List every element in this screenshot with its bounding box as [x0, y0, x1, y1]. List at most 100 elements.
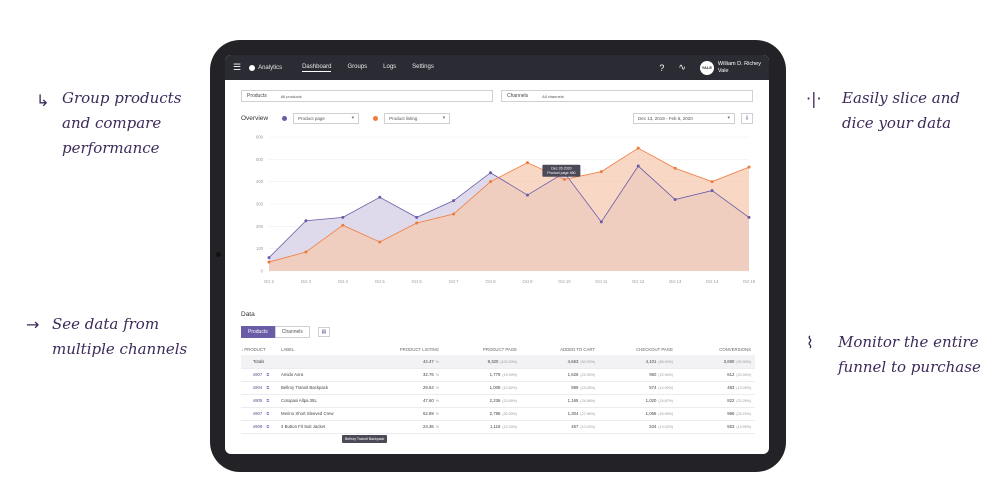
col-product[interactable]: ↓ Product [241, 347, 266, 352]
x-tick-label: Oct 12 [632, 279, 645, 284]
listing-cell: 24.36% [391, 420, 443, 434]
cart-cell: 1,626 (22.93%) [521, 368, 599, 382]
checkout-cell-pct: (14.00%) [658, 386, 673, 390]
products-filter[interactable]: Products All products [241, 90, 493, 102]
nav-item-dashboard[interactable]: Dashboard [302, 63, 332, 72]
totals-cart-pct: (50.00%) [580, 359, 595, 364]
table-row[interactable]: s907 ⧉ Merino Short Sleeved Crew 62.89% 2,79… [241, 407, 755, 421]
chevron-down-icon: ▾ [727, 115, 730, 121]
channels-filter[interactable]: Channels All channels [501, 90, 753, 102]
col-conversions[interactable]: Conversions [719, 347, 751, 352]
col-product-listing[interactable]: Product listing [399, 347, 439, 352]
data-point [415, 221, 419, 225]
product-label: Cotopaxi Allpa 35L [281, 394, 391, 408]
page-cell: 2,796 (30.00%) [443, 407, 521, 421]
x-tick-label: Oct 6 [412, 279, 423, 284]
date-range-select[interactable]: Dec 13, 2019 - Feb 6, 2020 ▾ [633, 112, 735, 124]
data-point [489, 180, 493, 184]
checkout-cell-pct: (22.94%) [658, 373, 673, 377]
brand[interactable]: Analytics [249, 64, 282, 71]
cart-cell: 1,304 (27.96%) [521, 407, 599, 421]
annotation-group-products: ↳ Group products and compare performance [36, 89, 182, 157]
table-row[interactable]: s905 ⧉ Cotopaxi Allpa 35L 47.60% 2,236 (23.99… [241, 394, 755, 408]
download-button[interactable]: ⇩ [741, 112, 753, 124]
nav-item-groups[interactable]: Groups [347, 64, 368, 70]
x-tick-label: Oct 9 [522, 279, 533, 284]
external-link-icon[interactable]: ⧉ [266, 398, 270, 403]
data-point [636, 146, 640, 150]
page-cell: 1,118 (12.00%) [443, 420, 521, 434]
series-line-product-page [268, 165, 750, 258]
avatar[interactable]: YALE [699, 60, 714, 75]
legend-dot-orange [373, 115, 379, 121]
col-product-page[interactable]: Product page [483, 347, 517, 352]
app-screen: ☰ Analytics Dashboard Groups Logs Settin… [225, 55, 769, 454]
data-point [378, 195, 382, 199]
page-cell-value: 1,008 [489, 385, 501, 390]
data-point [415, 215, 419, 219]
totals-cart-value: 4,663 [567, 358, 579, 364]
series-a-select[interactable]: Product page ▾ [293, 112, 360, 124]
col-label[interactable]: Label [281, 347, 295, 352]
nav-item-settings[interactable]: Settings [412, 64, 434, 70]
external-link-icon[interactable]: ⧉ [266, 385, 270, 390]
table-row[interactable]: s909 ⧉ 4 Button Fit Suit Jacket 24.36% 1,118… [241, 420, 755, 434]
checkout-cell: 960 (22.94%) [599, 368, 677, 382]
data-point [599, 220, 603, 224]
totals-label: Totals [241, 355, 391, 369]
external-link-icon[interactable]: ⧉ [266, 372, 270, 377]
series-b-select[interactable]: Product listing ▾ [384, 112, 451, 124]
x-tick-label: Oct 11 [595, 279, 608, 284]
trend-icon[interactable]: ∿ [678, 62, 686, 72]
product-id-link[interactable]: s909 [253, 424, 263, 429]
conv-cell: 822 (22.28%) [677, 394, 755, 408]
help-icon[interactable]: ? [659, 62, 665, 73]
tab-products[interactable]: Products [241, 326, 275, 338]
product-id-link[interactable]: s904 [253, 385, 263, 390]
page-cell-value: 2,796 [489, 411, 501, 416]
checkout-cell: 574 (14.00%) [599, 381, 677, 395]
product-id-cell: s904 ⧉ [241, 381, 281, 395]
data-point [267, 260, 271, 264]
col-added-to-cart[interactable]: Added to cart [560, 347, 595, 352]
x-tick-label: Oct 5 [375, 279, 386, 284]
y-tick-label: 200 [256, 224, 264, 229]
legend-dot-purple [282, 115, 288, 121]
totals-conv-value: 3,690 [723, 358, 735, 364]
data-point [747, 215, 751, 219]
overview-title: Overview [241, 114, 269, 122]
conv-cell-value: 968 [727, 411, 735, 416]
camera-dot [216, 252, 221, 257]
checkout-cell-pct: (24.87%) [658, 399, 673, 403]
menu-icon[interactable]: ☰ [233, 62, 242, 72]
percent-sign: % [435, 399, 439, 403]
data-point [304, 219, 308, 223]
table-row[interactable]: s904 ⧉ Bellroy Transit Backpack 29.54% 1,008… [241, 381, 755, 395]
data-point [562, 177, 566, 181]
user-name[interactable]: William D. Richey Vale [717, 61, 761, 74]
product-id-link[interactable]: s907 [253, 372, 263, 377]
external-link-icon[interactable]: ⧉ [266, 424, 270, 429]
data-point [525, 161, 529, 165]
download-icon: ⇩ [744, 115, 750, 122]
y-tick-label: 100 [256, 246, 264, 251]
nav-item-logs[interactable]: Logs [383, 64, 397, 70]
y-tick-label: 300 [256, 202, 264, 207]
product-id-link[interactable]: s905 [253, 398, 263, 403]
product-id-link[interactable]: s907 [253, 411, 263, 416]
data-point [525, 193, 529, 197]
table-row[interactable]: s907 ⧉ Amido Aora 32.76% 1,779 (19.09%) 1,626(… [241, 368, 755, 382]
percent-sign: % [435, 373, 439, 377]
table-view-icon[interactable]: ▤ [317, 327, 330, 337]
tab-channels[interactable]: Channels [274, 326, 310, 338]
y-tick-label: 0 [261, 269, 264, 274]
checkout-cell: 1,066 (25.99%) [599, 407, 677, 421]
listing-value: 24.36 [423, 424, 434, 429]
overview-chart: 0 100 200 300 400 500 600 Oct 2 Oct 3 Oct 4 Oct 5 O… [256, 135, 756, 285]
external-link-icon[interactable]: ⧉ [266, 411, 270, 416]
page-cell: 1,779 (19.09%) [443, 368, 521, 382]
totals-checkout-value: 4,101 [645, 358, 657, 364]
page-cell-pct: (10.82%) [502, 386, 517, 390]
conv-cell-pct: (14.99%) [736, 425, 751, 429]
col-checkout-page[interactable]: Checkout page [636, 347, 673, 352]
